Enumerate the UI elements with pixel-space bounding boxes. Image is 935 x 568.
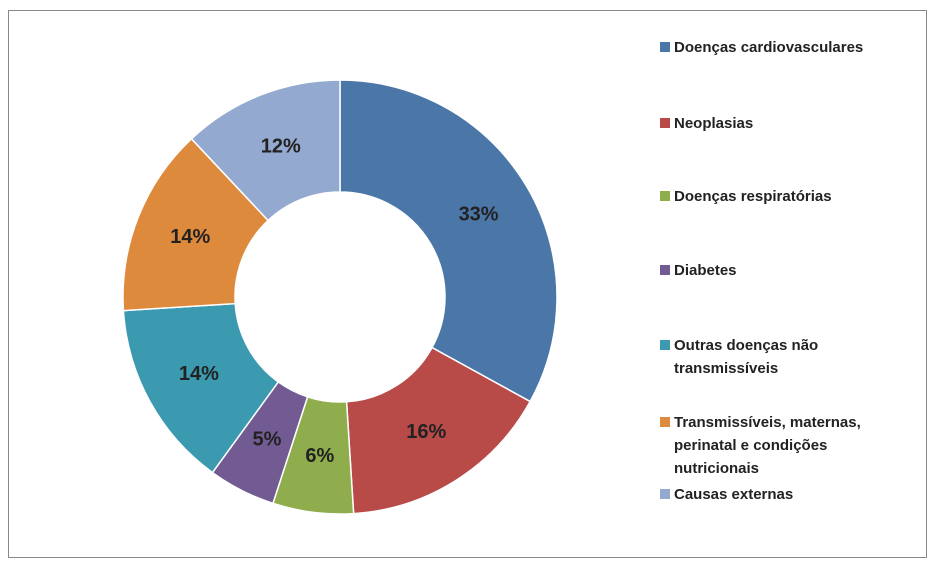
- legend-label: Neoplasias: [674, 115, 754, 132]
- legend-swatch: [660, 42, 670, 52]
- legend-item: Doenças respiratórias: [660, 185, 910, 208]
- legend-swatch: [660, 489, 670, 499]
- donut-slice: [122, 302, 280, 474]
- legend-label: Outras doenças não transmissíveis: [674, 337, 819, 377]
- donut-slice: [345, 346, 532, 515]
- legend-label: Doenças respiratórias: [674, 188, 832, 205]
- data-label: 14%: [179, 363, 219, 385]
- legend-swatch: [660, 118, 670, 128]
- legend-item: Diabetes: [660, 259, 910, 282]
- donut-slice: [190, 79, 341, 222]
- legend-item: Neoplasias: [660, 112, 910, 135]
- legend-swatch: [660, 417, 670, 427]
- legend-item: Doenças cardiovasculares: [660, 36, 910, 59]
- data-label: 33%: [459, 203, 499, 225]
- legend-swatch: [660, 191, 670, 201]
- legend-swatch: [660, 340, 670, 350]
- donut-slice: [339, 79, 558, 403]
- data-label: 6%: [305, 445, 334, 467]
- chart-border: [8, 10, 927, 558]
- data-label: 12%: [261, 136, 301, 158]
- data-label: 16%: [406, 421, 446, 443]
- legend-item: Outras doenças não transmissíveis: [660, 334, 910, 380]
- legend-label: Diabetes: [674, 262, 737, 279]
- legend-label: Doenças cardiovasculares: [674, 39, 864, 56]
- legend-label: Causas externas: [674, 486, 794, 503]
- data-label: 5%: [252, 429, 281, 451]
- legend-label: Transmissíveis, maternas, perinatal e co…: [674, 414, 861, 477]
- legend-item: Causas externas: [660, 483, 910, 506]
- legend-swatch: [660, 265, 670, 275]
- legend-item: Transmissíveis, maternas, perinatal e co…: [660, 411, 910, 480]
- data-label: 14%: [170, 226, 210, 248]
- donut-slice: [122, 137, 270, 312]
